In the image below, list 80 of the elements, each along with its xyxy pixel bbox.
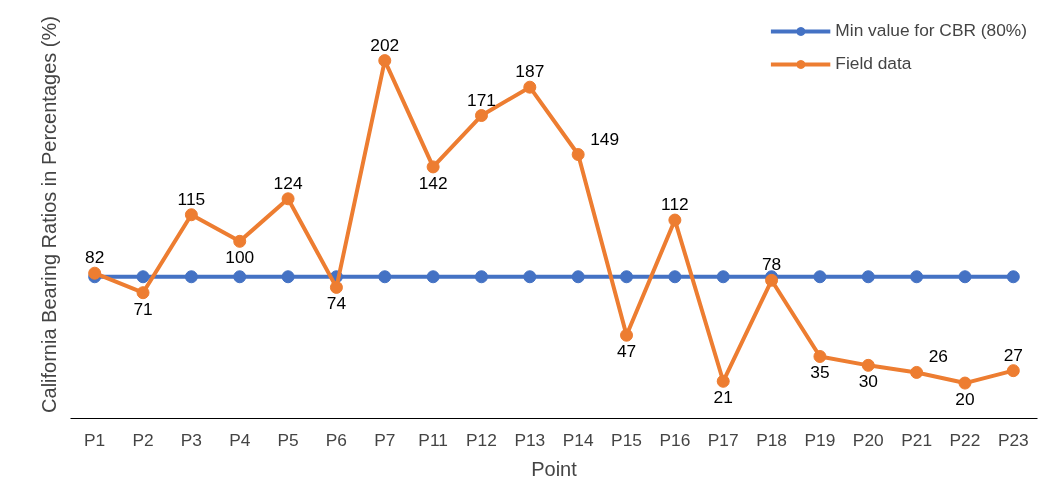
y-axis-title: California Bearing Ratios in Percentages (%) xyxy=(37,16,60,413)
data-label: 26 xyxy=(928,346,948,367)
point xyxy=(571,148,585,161)
point xyxy=(184,208,198,222)
data-label: 74 xyxy=(326,293,347,314)
data-label: 115 xyxy=(177,188,206,209)
legend-label: Min value for CBR (80%) xyxy=(835,20,1027,41)
data-label: 171 xyxy=(467,89,496,110)
x-tick-label: P19 xyxy=(804,429,836,450)
x-tick-label: P2 xyxy=(132,429,154,450)
point xyxy=(281,270,295,284)
point xyxy=(861,270,875,284)
x-tick-label: P12 xyxy=(466,429,497,450)
point xyxy=(668,213,682,227)
point xyxy=(281,192,295,206)
data-label: 142 xyxy=(418,172,448,193)
point xyxy=(523,80,537,94)
x-tick-label: P23 xyxy=(997,429,1029,450)
data-label: 35 xyxy=(810,362,830,383)
data-label: 112 xyxy=(661,194,689,215)
point xyxy=(716,270,730,284)
point xyxy=(1006,270,1020,284)
point xyxy=(910,365,924,379)
data-label: 82 xyxy=(85,247,105,268)
x-tick-label: P20 xyxy=(852,429,884,450)
x-tick-label: P7 xyxy=(374,429,396,450)
point xyxy=(378,54,392,68)
x-tick-label: P1 xyxy=(84,429,106,450)
x-tick-label: P18 xyxy=(756,429,787,450)
point xyxy=(474,109,488,123)
point xyxy=(910,270,924,284)
point xyxy=(378,270,392,284)
point xyxy=(136,270,150,284)
point xyxy=(1006,364,1020,378)
point xyxy=(958,270,972,284)
point xyxy=(233,234,247,248)
point xyxy=(571,270,585,284)
data-label: 20 xyxy=(955,389,975,410)
x-tick-label: P4 xyxy=(229,429,251,450)
point xyxy=(474,270,488,284)
legend-label: Field data xyxy=(835,53,912,74)
x-tick-label: P16 xyxy=(659,429,691,450)
x-tick-label: P22 xyxy=(949,429,981,450)
x-tick-label: P13 xyxy=(514,429,546,450)
x-axis-title: Point xyxy=(531,457,578,480)
point xyxy=(233,270,247,284)
data-label: 30 xyxy=(858,371,878,392)
x-tick-label: P15 xyxy=(611,429,642,450)
point xyxy=(426,160,440,174)
point xyxy=(136,286,150,300)
data-label: 202 xyxy=(370,34,400,55)
data-label: 47 xyxy=(616,341,637,362)
point xyxy=(958,376,972,390)
point xyxy=(861,358,875,372)
point xyxy=(88,266,102,280)
point xyxy=(426,270,440,284)
point xyxy=(668,270,682,284)
point xyxy=(620,328,634,342)
data-label: 71 xyxy=(133,298,153,319)
x-tick-label: P11 xyxy=(418,429,448,450)
x-tick-label: P21 xyxy=(901,429,933,450)
point xyxy=(813,350,827,363)
point xyxy=(329,280,343,294)
x-tick-label: P3 xyxy=(180,429,202,450)
data-label: 187 xyxy=(515,61,545,82)
data-label: 78 xyxy=(761,254,782,275)
data-label: 21 xyxy=(713,387,733,408)
data-label: 27 xyxy=(1003,344,1023,365)
point xyxy=(523,270,537,284)
x-tick-label: P6 xyxy=(325,429,348,450)
point xyxy=(184,270,198,284)
point xyxy=(620,270,634,284)
data-label: 124 xyxy=(273,172,303,193)
x-tick-label: P17 xyxy=(707,429,739,450)
data-label: 100 xyxy=(225,247,255,268)
point xyxy=(716,374,730,388)
data-label: 149 xyxy=(590,128,620,149)
x-tick-label: P14 xyxy=(562,429,594,450)
point xyxy=(813,270,827,284)
x-tick-label: P5 xyxy=(277,429,299,450)
